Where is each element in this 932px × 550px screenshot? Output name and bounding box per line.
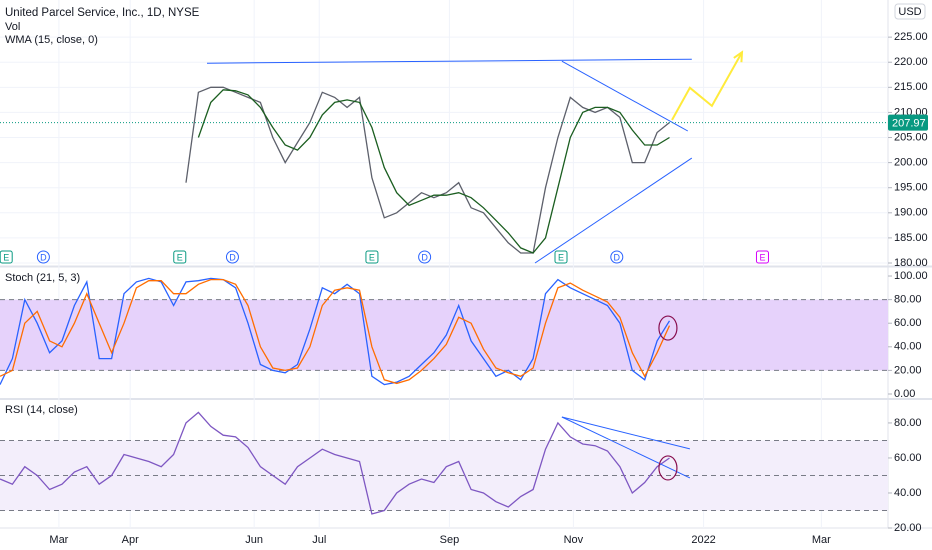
indicator-label: Vol <box>5 21 20 33</box>
event-label: D <box>614 252 621 262</box>
arrow-head <box>733 50 744 63</box>
event-label: D <box>421 252 428 262</box>
last-price-label: 207.97 <box>892 118 926 130</box>
pane <box>0 277 888 386</box>
event-marker <box>173 250 187 264</box>
trend-line <box>561 416 691 479</box>
band-fill <box>0 299 888 371</box>
currency: USD <box>898 6 921 18</box>
x-tick-label: Apr <box>122 534 139 546</box>
x-tick-label: Nov <box>564 534 584 546</box>
chart-title: United Parcel Service, Inc., 1D, NYSE <box>5 7 200 19</box>
event-label: E <box>558 252 564 262</box>
pane <box>0 411 888 515</box>
x-tick-label: Mar <box>812 534 831 546</box>
y-tick-label: 60.00 <box>894 317 922 329</box>
event-label: E <box>759 252 765 262</box>
pane-title: RSI (14, close) <box>5 404 78 416</box>
event-marker <box>554 250 568 264</box>
event-label: E <box>369 252 375 262</box>
event-label: E <box>177 252 183 262</box>
y-tick-label: 220.00 <box>894 56 928 68</box>
y-tick-label: 185.00 <box>894 232 928 244</box>
event-marker <box>610 250 624 264</box>
series-line <box>0 278 671 385</box>
y-tick-label: 225.00 <box>894 31 928 43</box>
y-tick-label: 40.00 <box>894 341 922 353</box>
forecast-arrow <box>671 51 743 121</box>
x-tick-label: Jul <box>312 534 326 546</box>
y-tick-label: 20.00 <box>894 364 922 376</box>
trend-line <box>206 58 692 64</box>
y-tick-label: 60.00 <box>894 452 922 464</box>
y-tick-label: 80.00 <box>894 294 922 306</box>
event-marker <box>418 250 432 264</box>
y-tick-label: 195.00 <box>894 182 928 194</box>
trend-line <box>534 157 693 264</box>
y-tick-label: 180.00 <box>894 257 928 269</box>
event-marker <box>225 250 239 264</box>
y-tick-label: 40.00 <box>894 487 922 499</box>
event-marker <box>755 250 769 264</box>
trend-line <box>561 60 689 132</box>
series-line <box>0 277 671 386</box>
annotation-circle <box>658 315 678 341</box>
pane-title: Stoch (21, 5, 3) <box>5 272 80 284</box>
x-tick-label: Jun <box>245 534 263 546</box>
event-marker <box>0 250 13 264</box>
event-label: D <box>229 252 236 262</box>
last-price-tag <box>888 114 928 131</box>
y-tick-label: 20.00 <box>894 522 922 534</box>
annotation-circle <box>658 455 678 481</box>
y-tick-label: 80.00 <box>894 417 922 429</box>
currency-box[interactable] <box>894 3 926 20</box>
y-tick-label: 200.00 <box>894 157 928 169</box>
y-tick-label: 205.00 <box>894 131 928 143</box>
event-marker <box>36 250 50 264</box>
y-tick-label: 0.00 <box>894 388 915 400</box>
event-label: E <box>3 252 9 262</box>
x-tick-label: Sep <box>440 534 460 546</box>
y-tick-label: 190.00 <box>894 207 928 219</box>
trend-line <box>561 416 691 450</box>
y-tick-label: 215.00 <box>894 81 928 93</box>
event-marker <box>365 250 379 264</box>
x-tick-label: 2022 <box>691 534 715 546</box>
series-line <box>197 89 670 254</box>
y-tick-label: 100.00 <box>894 270 928 282</box>
indicator-label: WMA (15, close, 0) <box>5 34 98 46</box>
x-tick-label: Mar <box>49 534 68 546</box>
event-label: D <box>40 252 47 262</box>
series-line <box>0 411 670 515</box>
